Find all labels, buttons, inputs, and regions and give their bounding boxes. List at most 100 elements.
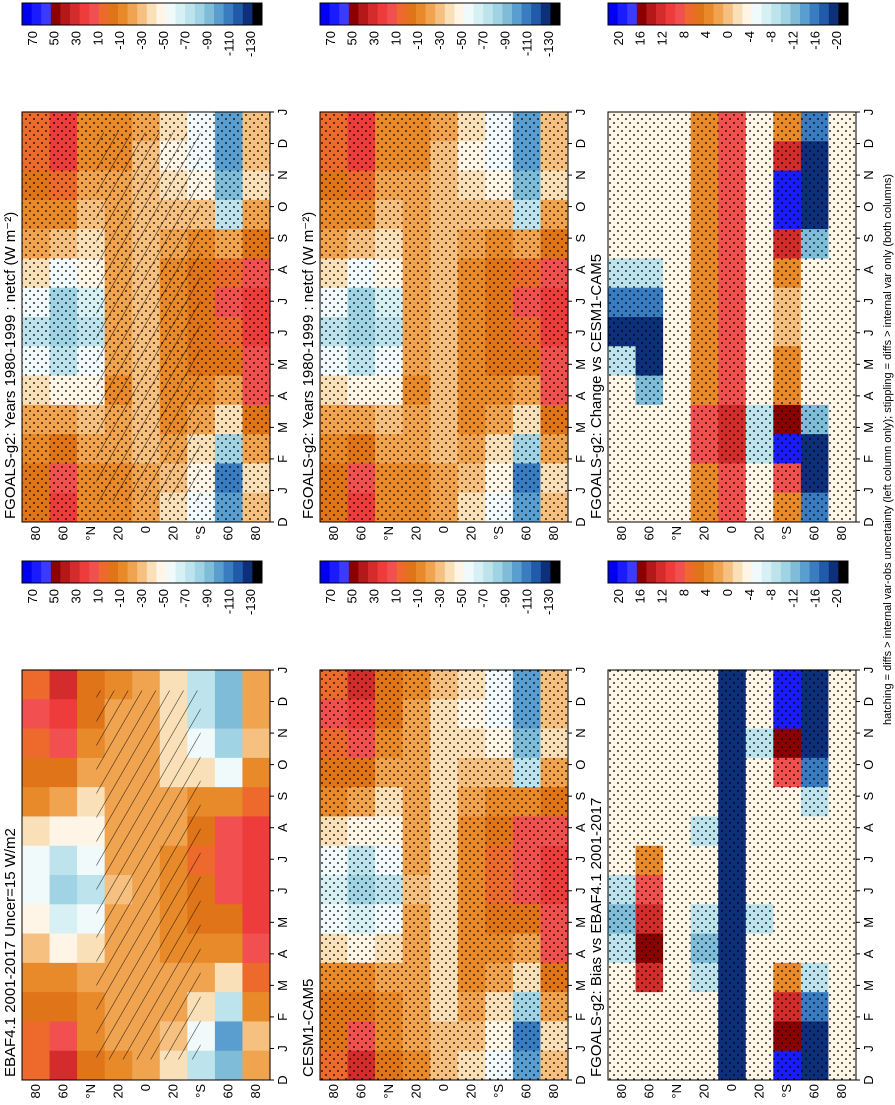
colorbar-swatch	[550, 3, 561, 25]
colorbar-label: -30	[432, 31, 447, 50]
colorbar-swatch	[233, 561, 244, 583]
colorbar-swatch	[704, 561, 715, 583]
lat-tick-label: °S	[779, 526, 794, 540]
colorbar-swatch	[50, 3, 61, 25]
lat-tick-label: °N	[669, 1084, 684, 1099]
panel-bias: FGOALS-g2: Bias vs EBAF4.1 2001-2017 D J F…	[588, 667, 876, 1099]
colorbar-swatch	[387, 561, 398, 583]
month-tick-label: J	[275, 856, 290, 863]
month-tick-label: M	[861, 359, 876, 370]
colorbar-swatch	[79, 3, 90, 25]
colorbar-swatch	[521, 561, 532, 583]
colorbar-swatch	[368, 3, 379, 25]
month-tick-label: M	[861, 422, 876, 433]
colorbar-label: 30	[367, 31, 382, 45]
lat-tick-label: 80	[326, 526, 341, 540]
month-tick-label: J	[861, 298, 876, 305]
month-tick-label: A	[275, 823, 290, 832]
month-tick-label: M	[861, 980, 876, 991]
month-tick-label: M	[573, 359, 588, 370]
month-tick-label: M	[861, 917, 876, 928]
heatmap-cell	[22, 932, 51, 963]
colorbar-swatch	[252, 561, 263, 583]
colorbar-swatch	[454, 3, 465, 25]
heatmap-cell	[214, 757, 244, 788]
colorbar-label: 0	[720, 589, 735, 596]
heatmap-cell	[49, 874, 78, 905]
heatmap-cell	[49, 727, 78, 758]
colorbar-label: -70	[476, 31, 491, 50]
colorbar-swatch	[214, 3, 225, 25]
colorbar-swatch	[454, 561, 465, 583]
lat-tick-label: 60	[221, 1084, 236, 1098]
month-tick-label: D	[275, 697, 290, 706]
month-tick-label: J	[861, 330, 876, 337]
colorbar-swatch	[608, 3, 619, 25]
heatmap-cell	[214, 698, 244, 729]
month-tick-label: J	[861, 487, 876, 494]
lat-tick-label: 20	[408, 526, 423, 540]
colorbar-swatch	[108, 561, 119, 583]
lat-tick-label: °S	[193, 526, 208, 540]
colorbar-swatch	[742, 3, 753, 25]
colorbar-swatch	[242, 561, 253, 583]
colorbar-swatch	[656, 561, 667, 583]
month-tick-label: A	[573, 823, 588, 832]
colorbar-swatch	[694, 561, 705, 583]
stippling-overlay	[608, 112, 856, 522]
colorbar-swatch	[185, 561, 196, 583]
colorbar-swatch	[838, 3, 849, 25]
colorbar-swatch	[127, 3, 138, 25]
colorbar-label: 70	[25, 589, 40, 603]
month-tick-label: J	[861, 856, 876, 863]
colorbar-label: 70	[25, 31, 40, 45]
colorbar-swatch	[800, 3, 811, 25]
colorbar-swatch	[137, 561, 148, 583]
heatmap-cell	[22, 698, 51, 729]
heatmap	[319, 669, 569, 1081]
colorbar-swatch	[761, 3, 772, 25]
month-tick-label: F	[861, 1013, 876, 1021]
colorbar-swatch	[175, 561, 186, 583]
heatmap-cell	[214, 932, 244, 963]
panel-title: FGOALS-g2: Years 1980-1999 : netcf (W m⁻…	[2, 212, 19, 519]
lat-tick-label: 80	[614, 1084, 629, 1098]
colorbar-label: -12	[785, 589, 800, 608]
colorbar-swatch	[809, 561, 820, 583]
colorbar-swatch	[223, 3, 234, 25]
lat-tick-label: 0	[138, 1084, 153, 1091]
colorbar-label: -70	[178, 589, 193, 608]
colorbar-swatch	[492, 561, 503, 583]
panel-frame	[319, 111, 569, 523]
lat-tick-labels: 80 60 °N 20 0 20 °S 60 80	[614, 526, 849, 541]
lat-tick-labels: 80 60 °N 20 0 20 °S 60 80	[28, 1084, 263, 1099]
colorbar-swatch	[483, 561, 494, 583]
colorbar-frame	[21, 2, 263, 26]
heatmap-cell	[242, 786, 271, 817]
colorbar-swatch	[665, 3, 676, 25]
heatmap-cell	[22, 962, 51, 993]
colorbar-swatch	[723, 3, 734, 25]
panel-title: EBAF4.1 2001-2017 Uncer=15 W/m2	[2, 828, 19, 1077]
month-tick-labels: D J F M A M J J A S O N D J	[568, 667, 588, 1085]
month-tick-label: J	[275, 1045, 290, 1052]
heatmap-cell	[49, 669, 78, 700]
colorbar-swatch	[752, 3, 763, 25]
colorbar-label: 16	[633, 31, 648, 45]
colorbar-swatch	[89, 3, 100, 25]
heatmap-cell	[242, 669, 271, 700]
colorbar-swatch	[780, 3, 791, 25]
colorbar-swatch	[425, 3, 436, 25]
lat-tick-label: 80	[546, 526, 561, 540]
lat-tick-label: 60	[55, 526, 70, 540]
colorbar-swatch	[175, 3, 186, 25]
heatmap-cell	[214, 1020, 244, 1051]
month-tick-label: F	[275, 455, 290, 463]
colorbar-swatch	[684, 3, 695, 25]
month-tick-label: A	[573, 391, 588, 400]
colorbar-swatch	[656, 3, 667, 25]
colorbar-swatch	[377, 561, 388, 583]
colorbar-swatch	[675, 3, 686, 25]
month-tick-label: M	[275, 422, 290, 433]
colorbar-swatch	[627, 3, 638, 25]
